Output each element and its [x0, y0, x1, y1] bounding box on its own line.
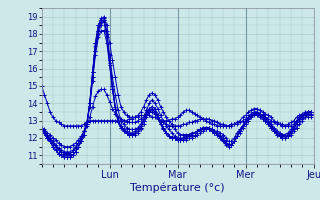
X-axis label: Température (°c): Température (°c) [130, 182, 225, 193]
